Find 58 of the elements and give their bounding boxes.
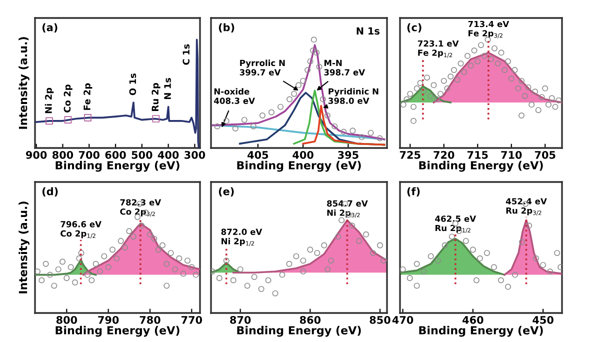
x-tick-label: 300 (184, 150, 206, 159)
x-axis-title: Binding Energy (eV) (56, 160, 180, 172)
annotation: 872.0 eV Ni 2p$_{1/2}$ (221, 228, 262, 246)
text: (b) (218, 23, 234, 32)
x-axis-title: Binding Energy (eV) (237, 326, 361, 337)
x-tick-label: 395 (338, 150, 358, 159)
annotation: 782.3 eV Co 2p$_{3/2}$ (120, 199, 162, 217)
annotation: M-N 398.7 eV (324, 60, 366, 76)
x-axis-title: Binding Energy (eV) (56, 326, 180, 337)
x-tick-label: 720 (434, 150, 454, 159)
x-axis-title: Binding Energy (eV) (419, 326, 543, 337)
annotation: Pyrrolic N 399.7 eV (240, 60, 285, 76)
x-tick-label: 450 (532, 316, 554, 324)
x-tick-label: 600 (105, 150, 126, 159)
x-tick-label: 400 (158, 150, 179, 159)
x-axis-title: Binding Energy (eV) (237, 160, 361, 172)
x-tick-label: 460 (462, 316, 484, 324)
text: (d) (42, 187, 58, 197)
annotation: Co 2p (64, 84, 72, 112)
annotation: Pyridinic N 398.0 eV (328, 88, 378, 104)
x-tick-label: 790 (98, 316, 119, 324)
x-tick-label: 710 (501, 150, 522, 159)
annotation: 452.4 eV Ru 2p$_{3/2}$ (506, 198, 547, 216)
x-tick-label: 705 (534, 150, 556, 159)
annotation: C 1s (182, 44, 190, 65)
x-tick-label: 700 (78, 150, 100, 159)
text: (a) (42, 23, 58, 32)
x-tick-label: 500 (132, 150, 152, 159)
x-tick-label: 770 (181, 316, 202, 324)
x-tick-label: 870 (230, 316, 251, 324)
x-tick-label: 800 (56, 316, 78, 324)
x-tick-label: 470 (392, 316, 414, 324)
x-tick-label: 715 (467, 151, 488, 159)
text: N 1s (356, 27, 380, 35)
x-tick-label: 725 (400, 150, 420, 159)
x-tick-label: 900 (26, 150, 47, 159)
annotation: Ru 2p (152, 82, 160, 111)
annotation: 462.5 eV Ru 2p$_{1/2}$ (435, 216, 476, 233)
annotation: 713.4 eV Fe 2p$_{3/2}$ (468, 20, 510, 38)
annotation: Ni 2p (44, 88, 54, 114)
y-axis-title: Intensity (a.u.) (18, 37, 30, 129)
annotation: 796.6 eV Co 2p$_{1/2}$ (60, 221, 102, 238)
x-tick-label: 400 (292, 150, 314, 159)
text: (f) (407, 187, 420, 197)
y-axis-title: Intensity (a.u.) (18, 202, 30, 294)
x-axis-title: Binding Energy (eV) (419, 160, 543, 172)
annotation: O 1s (129, 74, 136, 96)
annotation: Fe 2p (84, 83, 92, 110)
annotation: 723.1 eV Fe 2p$_{1/2}$ (418, 40, 459, 58)
text: (e) (218, 187, 234, 197)
text: (c) (407, 23, 422, 32)
annotation: N-oxide 408.3 eV (214, 88, 255, 104)
x-tick-label: 800 (52, 150, 74, 159)
x-tick-label: 850 (370, 316, 390, 324)
x-tick-label: 405 (248, 150, 268, 159)
x-tick-label: 780 (140, 316, 160, 324)
annotation: N 1s (164, 78, 171, 100)
x-tick-label: 860 (300, 316, 321, 324)
